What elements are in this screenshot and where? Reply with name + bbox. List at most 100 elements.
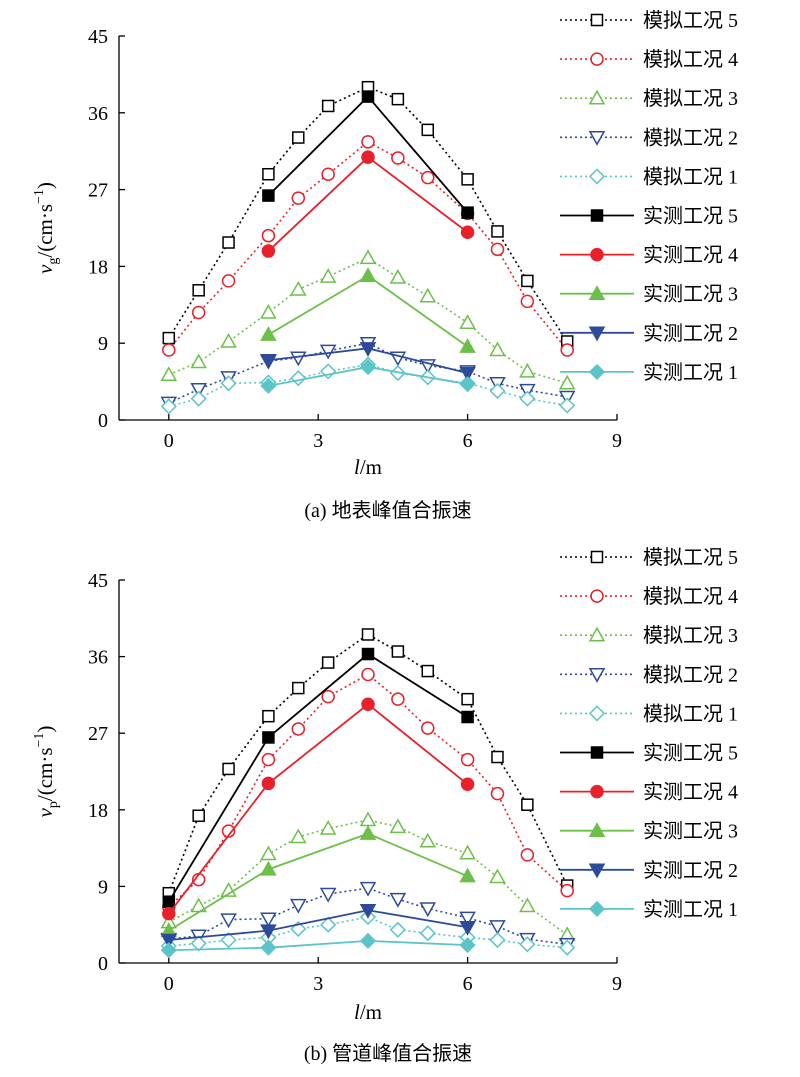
data-point [489, 382, 506, 400]
legend-marker [590, 784, 604, 799]
data-point [260, 939, 277, 956]
data-point [459, 338, 476, 353]
data-point [459, 911, 476, 927]
data-point [489, 868, 506, 884]
x-tick-label: 3 [313, 430, 323, 452]
data-point [292, 131, 305, 144]
legend-marker [590, 13, 604, 27]
legend-label: 实测工况 4 [643, 781, 738, 804]
y-tick-label: 36 [88, 103, 108, 125]
data-point [459, 314, 476, 329]
data-point [191, 305, 206, 320]
legend-marker [590, 550, 604, 564]
legend: 模拟工况 5 模拟工况 4 模拟工况 3 模拟工况 2 模拟工况 1 实测工况 5 实测工况… [560, 9, 738, 384]
series-meas-5 [162, 647, 474, 908]
data-point [359, 267, 377, 283]
legend-label: 模拟工况 1 [643, 165, 738, 188]
x-axis-label: l/m [354, 1000, 382, 1024]
data-point [459, 366, 476, 382]
data-point [190, 935, 207, 952]
x-axis-label-unit: /m [360, 455, 382, 479]
data-point [459, 867, 476, 883]
legend-label: 模拟工况 3 [643, 87, 738, 110]
legend-item: 模拟工况 3 [560, 624, 738, 647]
legend-label: 实测工况 2 [643, 322, 738, 345]
legend-marker [590, 52, 604, 66]
data-point [260, 326, 277, 341]
y-tick-label: 18 [88, 256, 108, 278]
series-line [168, 909, 468, 941]
data-point [321, 689, 335, 704]
data-point [291, 722, 306, 736]
legend-marker [588, 168, 606, 185]
data-point [190, 383, 207, 398]
data-point [459, 844, 476, 860]
series-sim-0 [162, 628, 574, 900]
data-point [389, 921, 406, 938]
data-point [260, 924, 277, 940]
data-point [520, 848, 535, 862]
data-point [290, 351, 307, 367]
data-point [461, 692, 474, 706]
x-axis-label-var: l [354, 455, 360, 479]
data-point [359, 825, 377, 840]
data-point [560, 343, 574, 357]
data-point [319, 819, 337, 835]
legend-label: 实测工况 3 [643, 283, 738, 306]
y-axis-label-close: ) [33, 182, 57, 189]
data-point [160, 398, 177, 415]
series-meas-9 [160, 932, 476, 959]
data-point [361, 90, 375, 103]
data-point [461, 173, 474, 186]
y-tick-label: 9 [98, 876, 108, 898]
series-meas-8 [260, 342, 476, 382]
series-sim-2 [160, 249, 576, 390]
x-tick-label: 0 [164, 430, 174, 452]
legend-item: 实测工况 4 [560, 781, 738, 804]
legend-label: 实测工况 5 [643, 205, 738, 228]
data-point [460, 225, 475, 240]
data-point [460, 777, 475, 792]
data-point [220, 375, 237, 392]
data-point [262, 731, 275, 744]
data-point [320, 916, 337, 933]
data-point [361, 150, 375, 164]
legend-item: 模拟工况 1 [560, 165, 738, 188]
data-point [221, 824, 236, 838]
legend-label: 实测工况 4 [643, 244, 738, 267]
y-axis-label-exp: −1 [32, 189, 47, 204]
data-point [162, 331, 176, 345]
data-point [290, 898, 307, 914]
data-point [260, 303, 277, 319]
legend-item: 模拟工况 3 [560, 87, 738, 110]
data-point [160, 933, 178, 949]
data-point [260, 860, 277, 876]
series-meas-5 [262, 90, 474, 219]
data-point [190, 353, 207, 369]
data-point [359, 903, 377, 919]
data-point [359, 881, 377, 897]
data-point [460, 752, 475, 767]
data-point [421, 170, 435, 185]
data-point [290, 280, 307, 296]
y-axis-label-unit: /(cm·s [33, 204, 57, 258]
y-axis-label-sub: p [46, 801, 61, 808]
data-point [459, 376, 476, 393]
data-point [262, 709, 275, 723]
y-axis-label-unit: /(cm·s [33, 747, 57, 801]
data-point [491, 750, 504, 764]
data-point [421, 123, 435, 137]
legend-label: 实测工况 2 [643, 859, 738, 882]
series-meas-7 [160, 825, 476, 937]
y-tick-label: 36 [88, 647, 108, 669]
x-tick-label: 9 [612, 973, 622, 995]
x-tick-label: 3 [313, 973, 323, 995]
legend-item: 实测工况 5 [560, 205, 738, 228]
data-point [359, 249, 377, 265]
legend-item: 模拟工况 4 [560, 585, 738, 608]
data-point [491, 225, 504, 238]
data-point [220, 332, 237, 348]
legend-marker [588, 705, 606, 722]
data-point [459, 921, 476, 936]
